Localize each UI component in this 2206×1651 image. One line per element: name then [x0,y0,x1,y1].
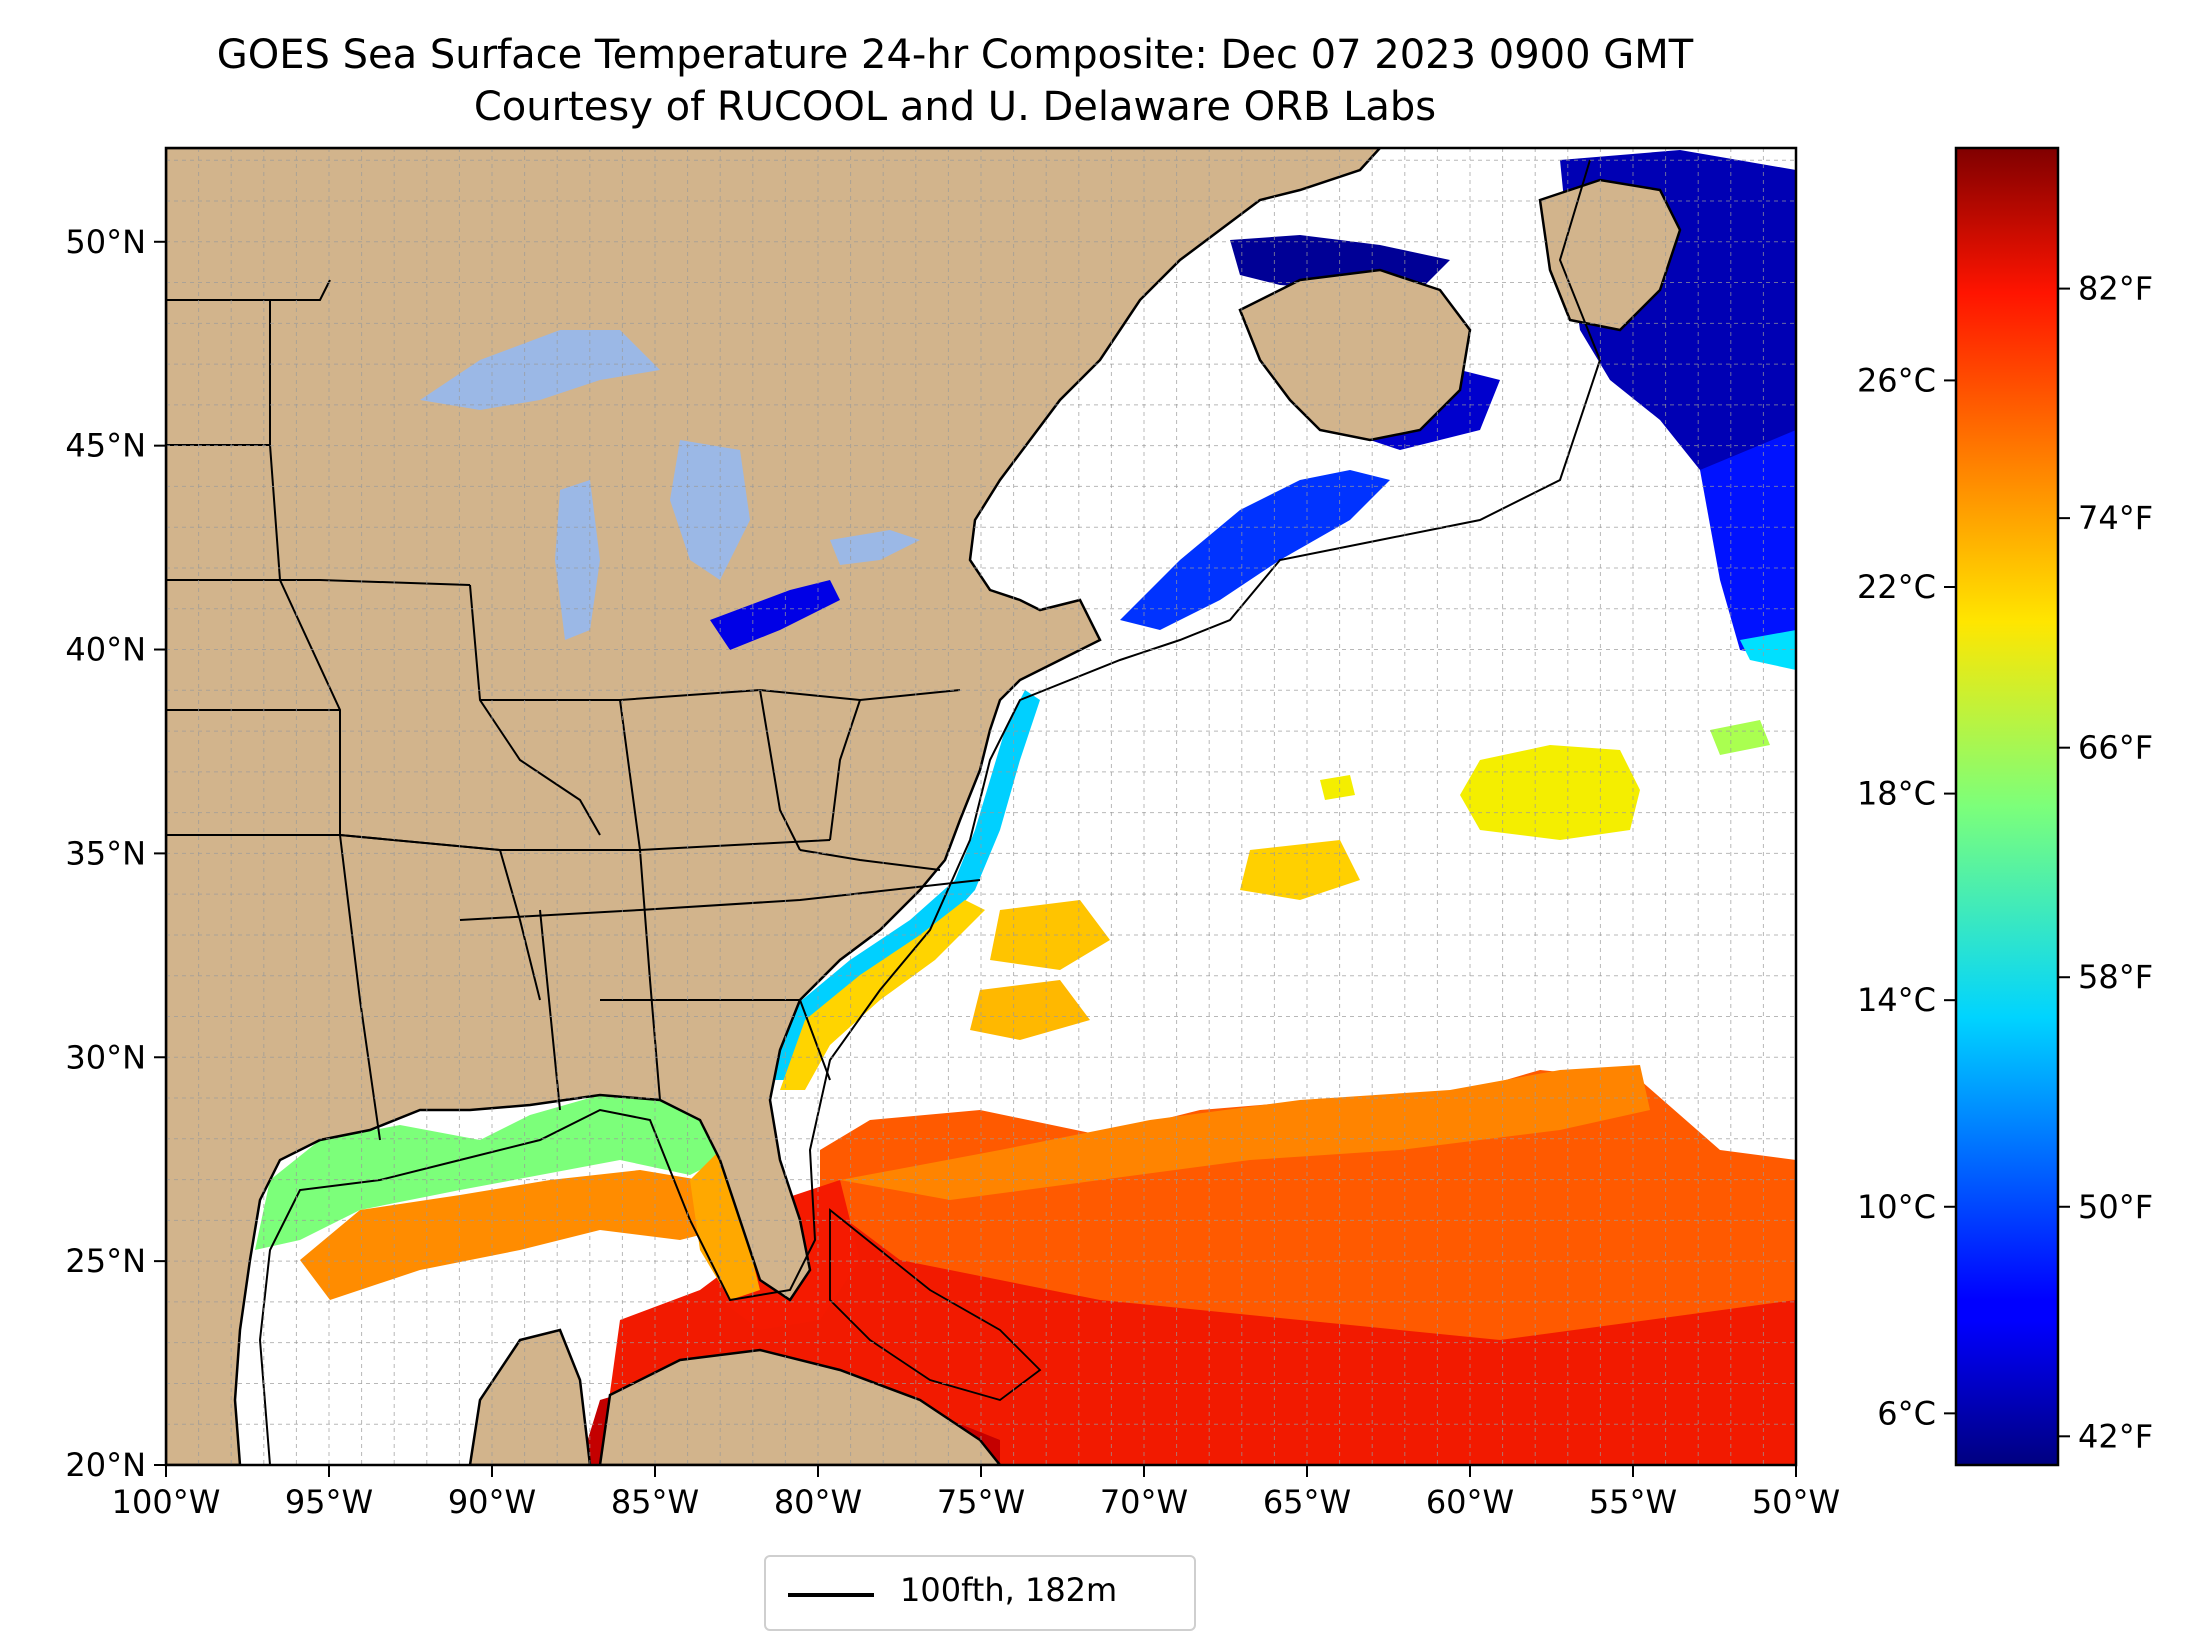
fahrenheit-ticks: 42°F 50°F 58°F 66°F 74°F 82°F [2058,270,2153,1455]
lat-tick-label: 25°N [65,1242,146,1280]
land-yucatan [468,1328,592,1465]
celsius-tick-label: 14°C [1857,981,1936,1019]
contour-line-swatch [788,1593,874,1597]
sst-cold-north [1120,470,1390,630]
lon-tick-label: 65°W [1263,1483,1351,1521]
lake-huron [670,440,750,580]
lon-tick-label: 55°W [1589,1483,1677,1521]
map-title: GOES Sea Surface Temperature 24-hr Compo… [216,32,1694,78]
contour-100fth [258,159,1602,1465]
fahrenheit-tick-label: 82°F [2078,270,2153,308]
land-atlantic-canada [1238,268,1472,442]
lake-superior [420,330,660,410]
sst-yellow-patch [1460,745,1640,840]
sst-gulf-coastal [255,1090,720,1250]
state-borders [166,279,981,1141]
lat-tick-label: 45°N [65,427,146,465]
fahrenheit-tick-label: 66°F [2078,729,2153,767]
celsius-tick-label: 26°C [1857,361,1936,399]
lat-tick-label: 40°N [65,631,146,669]
lon-tick-label: 70°W [1100,1483,1188,1521]
lat-tick-label: 20°N [65,1446,146,1484]
lon-tick-label: 90°W [448,1483,536,1521]
lon-tick-label: 100°W [112,1483,221,1521]
land-cuba [598,1348,1002,1465]
lon-tick-label: 85°W [611,1483,699,1521]
lake-erie [710,580,840,650]
lake-michigan [555,480,600,640]
colorbar [1954,146,2060,1467]
legend-label: 100fth, 182m [900,1571,1118,1609]
lat-tick-label: 30°N [65,1038,146,1076]
lon-tick-label: 80°W [774,1483,862,1521]
celsius-tick-label: 6°C [1877,1394,1936,1432]
map-subtitle: Courtesy of RUCOOL and U. Delaware ORB L… [473,84,1437,130]
sst-orange-band [840,1065,1650,1200]
map-canvas [166,148,1796,1465]
fahrenheit-tick-label: 58°F [2078,958,2153,996]
lat-tick-label: 50°N [65,223,146,261]
latitude-ticks: 20°N 25°N 30°N 35°N 40°N 45°N 50°N [65,223,166,1484]
lake-ontario [830,530,920,565]
fahrenheit-tick-label: 74°F [2078,499,2153,537]
celsius-tick-label: 10°C [1857,1188,1936,1226]
lat-lon-grid [166,148,1796,1465]
land-newfoundland [1538,178,1682,332]
fahrenheit-tick-label: 42°F [2078,1417,2153,1455]
celsius-tick-label: 22°C [1857,568,1936,606]
lat-tick-label: 35°N [65,834,146,872]
lon-tick-label: 75°W [937,1483,1025,1521]
celsius-tick-label: 18°C [1857,775,1936,813]
fahrenheit-tick-label: 50°F [2078,1188,2153,1226]
lon-tick-label: 50°W [1752,1483,1840,1521]
lon-tick-label: 60°W [1426,1483,1514,1521]
longitude-ticks: 100°W 95°W 90°W 85°W 80°W 75°W 70°W 65°W 60°W 55°… [112,1465,1840,1521]
sst-shelf-coast [760,690,1040,1080]
lon-tick-label: 95°W [285,1483,373,1521]
celsius-ticks: 6°C 10°C 14°C 18°C 22°C 26°C [1857,361,1956,1432]
map-legend: 100fth, 182m [764,1555,1196,1631]
